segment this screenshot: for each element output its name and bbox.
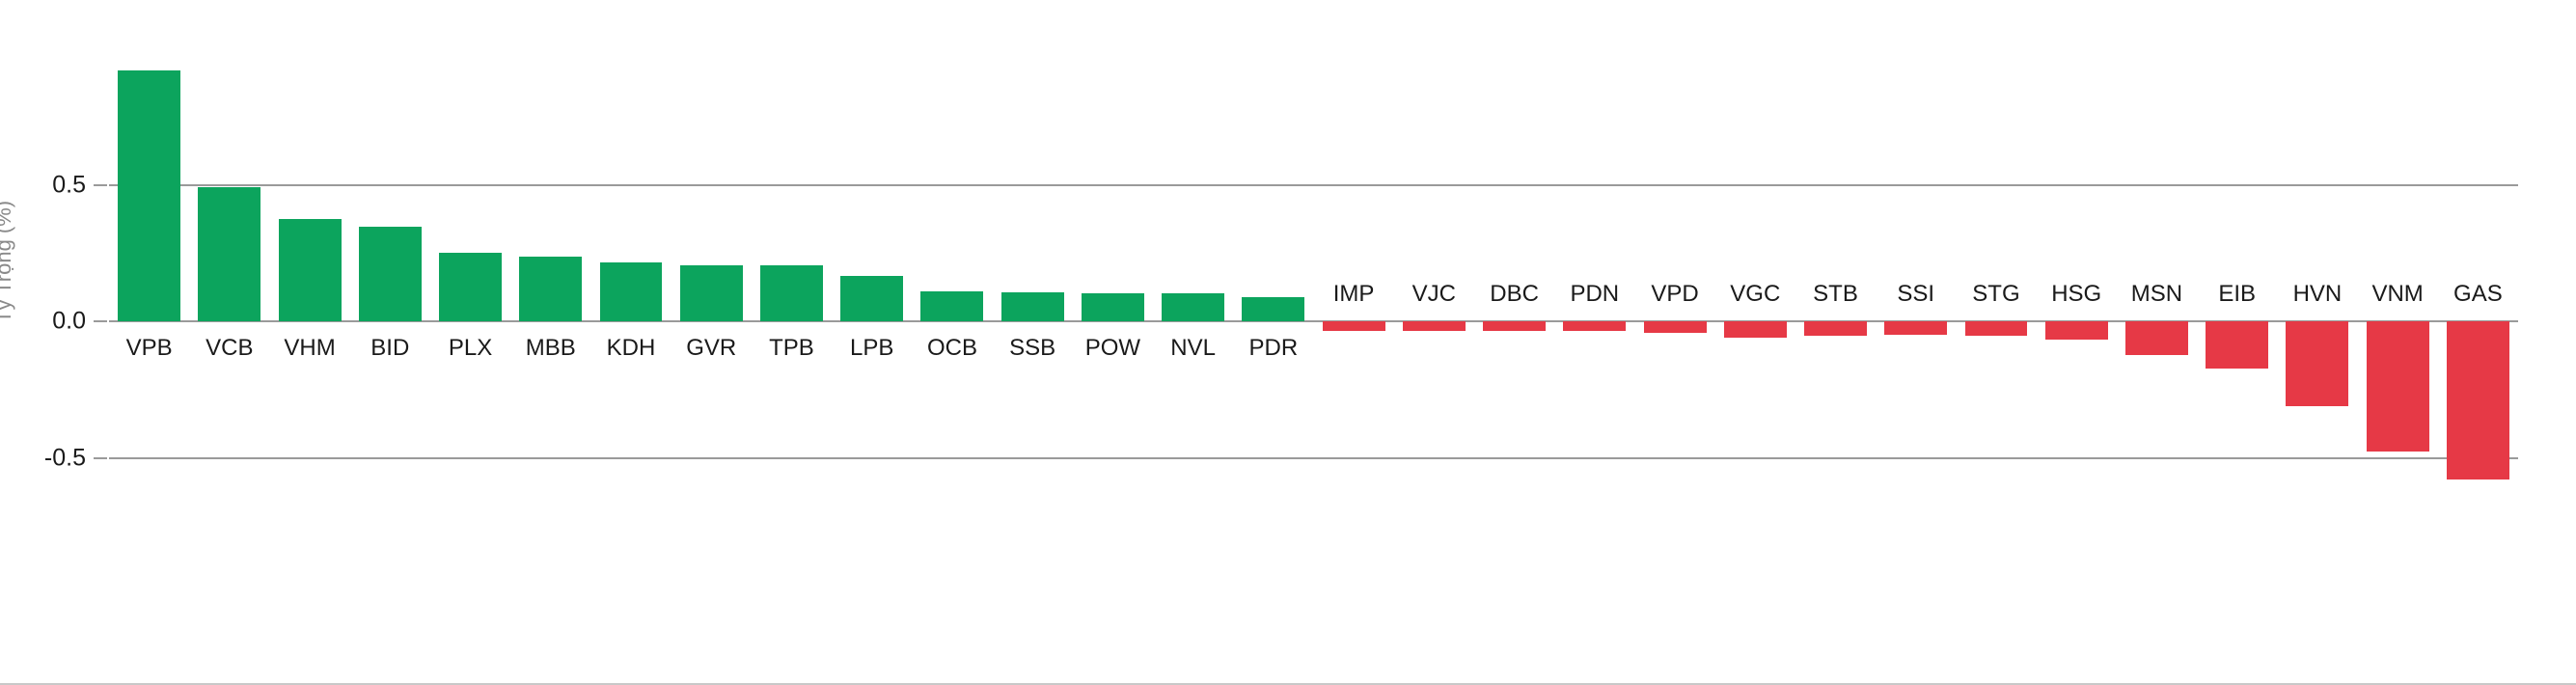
x-axis-label-msn: MSN bbox=[2130, 281, 2183, 307]
x-axis-label-pow: POW bbox=[1084, 335, 1141, 361]
bar-ssi[interactable] bbox=[1884, 321, 1948, 336]
bar-vcb[interactable] bbox=[198, 187, 261, 321]
bar-lpb[interactable] bbox=[840, 276, 904, 321]
bar-plx[interactable] bbox=[439, 253, 502, 321]
x-axis-label-mbb: MBB bbox=[525, 335, 576, 361]
bar-vpb[interactable] bbox=[118, 69, 181, 321]
x-axis-label-stb: STB bbox=[1813, 281, 1858, 307]
bar-pow[interactable] bbox=[1081, 292, 1144, 321]
x-axis-label-dbc: DBC bbox=[1490, 281, 1539, 307]
bar-bid[interactable] bbox=[358, 227, 422, 321]
zero-axis-line bbox=[109, 320, 2518, 322]
y-axis-tick bbox=[94, 456, 107, 459]
y-axis-tick-label: 0.0 bbox=[52, 307, 86, 335]
y-axis-tick-label: 0.5 bbox=[52, 171, 86, 198]
x-axis-label-vpb: VPB bbox=[125, 335, 173, 361]
x-axis-label-ocb: OCB bbox=[926, 335, 977, 361]
bar-mbb[interactable] bbox=[519, 257, 583, 321]
bar-msn[interactable] bbox=[2124, 321, 2188, 356]
x-axis-label-gvr: GVR bbox=[686, 335, 737, 361]
bar-dbc[interactable] bbox=[1483, 321, 1547, 332]
y-axis-tick bbox=[94, 320, 107, 322]
x-axis-label-pdn: PDN bbox=[1570, 281, 1620, 307]
bar-vpd[interactable] bbox=[1643, 321, 1707, 333]
bar-eib[interactable] bbox=[2206, 321, 2269, 369]
x-axis-label-hsg: HSG bbox=[2051, 281, 2102, 307]
bar-vjc[interactable] bbox=[1402, 321, 1466, 332]
bar-stg[interactable] bbox=[1964, 321, 2028, 336]
bar-vhm[interactable] bbox=[278, 218, 342, 321]
x-axis-label-eib: EIB bbox=[2218, 281, 2257, 307]
bar-vnm[interactable] bbox=[2366, 321, 2429, 452]
x-axis-label-vgc: VGC bbox=[1730, 281, 1781, 307]
x-axis-label-lpb: LPB bbox=[850, 335, 894, 361]
x-axis-label-vcb: VCB bbox=[206, 335, 254, 361]
bar-imp[interactable] bbox=[1322, 321, 1385, 332]
bar-stb[interactable] bbox=[1804, 321, 1867, 336]
x-axis-label-vhm: VHM bbox=[284, 335, 336, 361]
x-axis-label-plx: PLX bbox=[448, 335, 493, 361]
x-axis-label-nvl: NVL bbox=[1170, 335, 1216, 361]
x-axis-label-bid: BID bbox=[370, 335, 410, 361]
y-axis: Tỷ Trọng (%) 0.5 0.0 -0.5 bbox=[0, 0, 109, 666]
bar-hsg[interactable] bbox=[2044, 321, 2108, 341]
bar-hvn[interactable] bbox=[2286, 321, 2349, 407]
x-axis-label-pdr: PDR bbox=[1248, 335, 1299, 361]
bar-ssb[interactable] bbox=[1000, 292, 1064, 321]
bar-gas[interactable] bbox=[2446, 321, 2509, 480]
x-axis-label-tpb: TPB bbox=[769, 335, 814, 361]
gridline bbox=[109, 183, 2518, 186]
bar-ocb[interactable] bbox=[920, 291, 984, 321]
x-axis-label-kdh: KDH bbox=[606, 335, 656, 361]
x-axis-label-gas: GAS bbox=[2453, 281, 2503, 307]
plot-area: VPB VCB VHM BID PLX MBB KDH GVR TPB LPB OCB SSB POW N… bbox=[94, 0, 2518, 666]
y-axis-tick-label: -0.5 bbox=[43, 444, 86, 471]
x-axis-label-stg: STG bbox=[1972, 281, 2020, 307]
bar-kdh[interactable] bbox=[599, 262, 663, 321]
y-axis-tick bbox=[94, 183, 107, 186]
bar-pdr[interactable] bbox=[1242, 296, 1305, 321]
bar-gvr[interactable] bbox=[679, 264, 743, 321]
x-axis-label-ssi: SSI bbox=[1897, 281, 1935, 307]
x-axis-label-vnm: VNM bbox=[2371, 281, 2424, 307]
x-axis-label-imp: IMP bbox=[1332, 281, 1375, 307]
x-axis-label-hvn: HVN bbox=[2292, 281, 2343, 307]
bar-vgc[interactable] bbox=[1723, 321, 1787, 338]
bar-pdn[interactable] bbox=[1563, 321, 1627, 332]
x-axis-label-ssb: SSB bbox=[1009, 335, 1056, 361]
bar-nvl[interactable] bbox=[1162, 293, 1225, 321]
y-axis-title: Tỷ Trọng (%) bbox=[0, 200, 15, 323]
x-axis-label-vpd: VPD bbox=[1651, 281, 1699, 307]
bar-tpb[interactable] bbox=[760, 264, 823, 321]
gridline bbox=[109, 456, 2518, 459]
x-axis-label-vjc: VJC bbox=[1411, 281, 1456, 307]
